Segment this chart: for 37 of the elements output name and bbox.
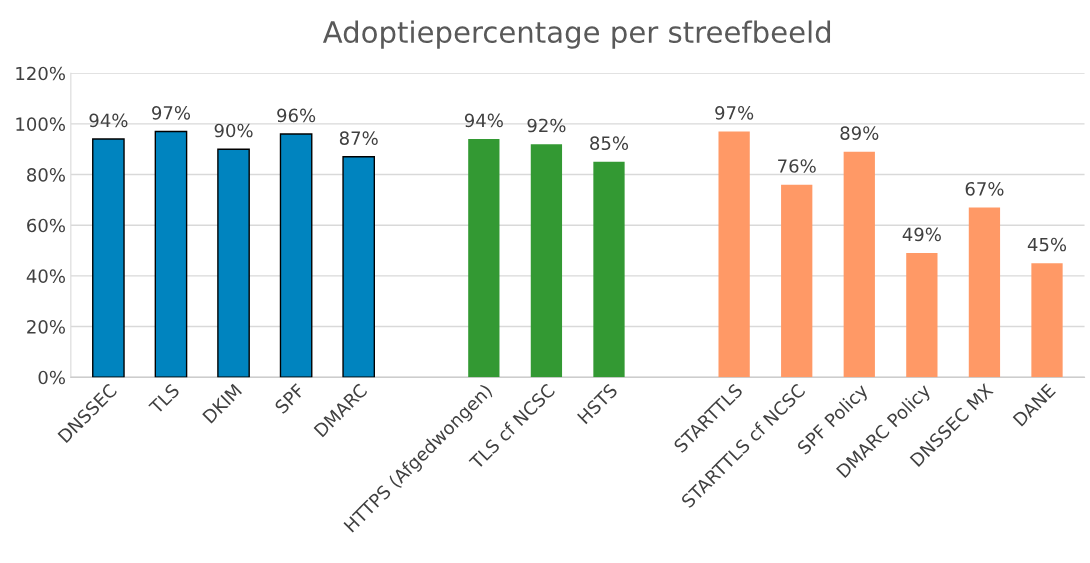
bar — [593, 161, 625, 378]
bar — [843, 151, 875, 378]
data-label: 49% — [902, 227, 941, 242]
x-tick-label: TLS — [148, 383, 181, 416]
data-label: 94% — [89, 113, 128, 128]
bar — [92, 138, 125, 378]
y-tick-label: 0% — [38, 370, 65, 385]
chart-title: Adoptiepercentage per streefbeeld — [322, 20, 831, 49]
y-tick-label: 80% — [27, 167, 65, 182]
bar — [530, 144, 563, 378]
bar — [781, 184, 813, 378]
bar — [217, 148, 250, 378]
y-tick-label: 120% — [16, 66, 65, 81]
data-label: 76% — [778, 159, 816, 173]
data-label: 67% — [965, 181, 1004, 196]
bar — [468, 139, 500, 378]
data-label: 92% — [527, 118, 566, 133]
data-label: 94% — [464, 113, 503, 128]
y-tick-label: 60% — [27, 218, 65, 233]
bar — [154, 130, 188, 378]
data-label: 90% — [214, 123, 253, 138]
bar — [342, 156, 376, 378]
data-label: 45% — [1027, 237, 1067, 252]
data-label: 97% — [152, 105, 191, 120]
y-tick-label: 20% — [27, 320, 65, 334]
bar — [1031, 263, 1063, 378]
bar — [279, 133, 313, 378]
y-tick-label: 100% — [16, 117, 65, 131]
data-label: 97% — [715, 105, 754, 120]
data-label: 87% — [339, 131, 378, 145]
data-label: 85% — [590, 136, 629, 151]
y-tick-label: 40% — [26, 269, 65, 283]
bar — [906, 253, 938, 378]
bar — [718, 131, 750, 378]
data-label: 96% — [277, 108, 316, 123]
bar — [968, 207, 1001, 378]
data-label: 89% — [840, 126, 879, 140]
